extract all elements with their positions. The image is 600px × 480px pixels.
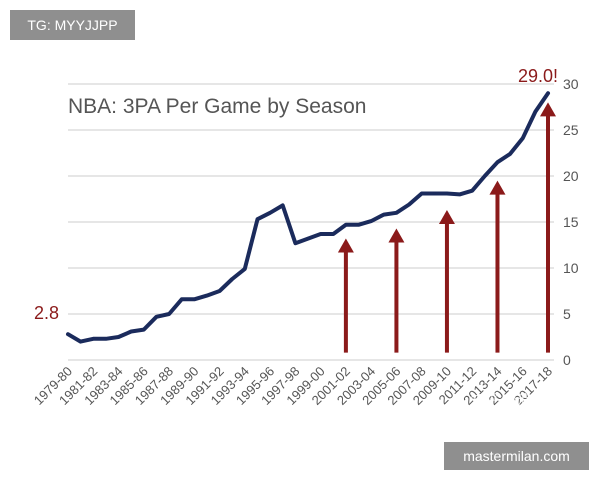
data-point [268, 211, 272, 214]
gridlines [68, 83, 554, 361]
data-point [433, 192, 436, 195]
y-tick-label: 10 [563, 260, 579, 276]
data-point [471, 189, 474, 192]
data-point [546, 92, 550, 95]
data-point [180, 298, 183, 301]
data-point [332, 232, 335, 236]
data-point [142, 328, 145, 331]
watermark-overlay: 知乎 @浪斌 [471, 392, 545, 409]
y-axis-ticks: 0 5 10 15 20 25 30 [563, 76, 579, 368]
arrow [489, 180, 506, 353]
data-point [344, 223, 348, 226]
annotation-label: 2.8 [34, 303, 59, 323]
data-point [117, 335, 120, 339]
data-point [66, 333, 70, 336]
data-point [395, 211, 398, 214]
arrows [337, 102, 556, 353]
data-point [104, 337, 108, 341]
data-point [231, 277, 234, 281]
data-point [445, 192, 449, 195]
data-point [508, 152, 512, 156]
data-point [294, 241, 297, 245]
data-point [205, 294, 209, 297]
arrow [337, 238, 354, 353]
data-point [167, 312, 171, 316]
data-point [243, 267, 247, 271]
data-point [79, 340, 82, 343]
data-point [155, 315, 158, 318]
data-point [369, 219, 373, 223]
data-point [129, 330, 133, 333]
data-point [458, 193, 461, 196]
data-point [256, 218, 259, 221]
data-point [382, 213, 385, 216]
data-point [496, 161, 499, 164]
y-tick-label: 20 [563, 168, 579, 184]
y-tick-label: 30 [563, 76, 579, 92]
arrow-head [388, 228, 405, 243]
data-point [521, 137, 524, 140]
data-point [319, 232, 322, 236]
data-point [92, 337, 95, 341]
data-point [420, 192, 423, 195]
arrow-head [337, 238, 354, 253]
data-point [218, 289, 221, 293]
chart-title: NBA: 3PA Per Game by Season [68, 95, 366, 118]
y-tick-label: 5 [563, 306, 571, 322]
arrow [438, 210, 455, 353]
data-point [407, 203, 411, 206]
data-point [306, 237, 310, 240]
y-tick-label: 15 [563, 214, 579, 230]
arrow-head [438, 210, 455, 225]
arrow-head [540, 102, 556, 117]
arrow-head [489, 180, 506, 195]
data-point [483, 174, 487, 178]
y-tick-label: 25 [563, 122, 579, 138]
y-tick-label: 0 [563, 352, 571, 368]
annotation-label: 29.0! [518, 66, 558, 86]
arrow [388, 228, 405, 353]
watermark-bottom-right: mastermilan.com [444, 442, 589, 470]
data-point [193, 298, 196, 301]
data-point [534, 110, 537, 113]
watermark-top-left: TG: MYYJJPP [10, 10, 135, 40]
data-point [281, 204, 284, 207]
data-point [357, 223, 360, 226]
arrow [540, 102, 556, 353]
series [66, 91, 550, 344]
annotations: 2.8 29.0! [34, 66, 558, 323]
